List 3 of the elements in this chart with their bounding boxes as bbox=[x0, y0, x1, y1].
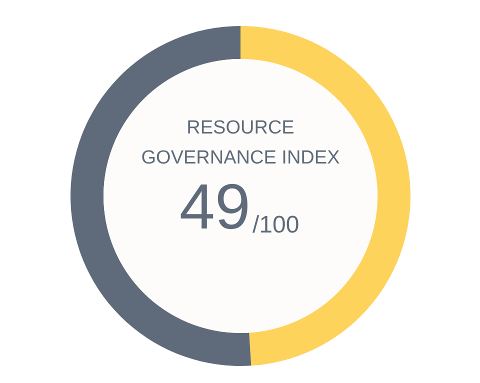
text: /100 bbox=[252, 212, 300, 238]
text: RESOURCE GOVERNANCE INDEX bbox=[141, 118, 340, 168]
text: 49 bbox=[179, 170, 250, 242]
